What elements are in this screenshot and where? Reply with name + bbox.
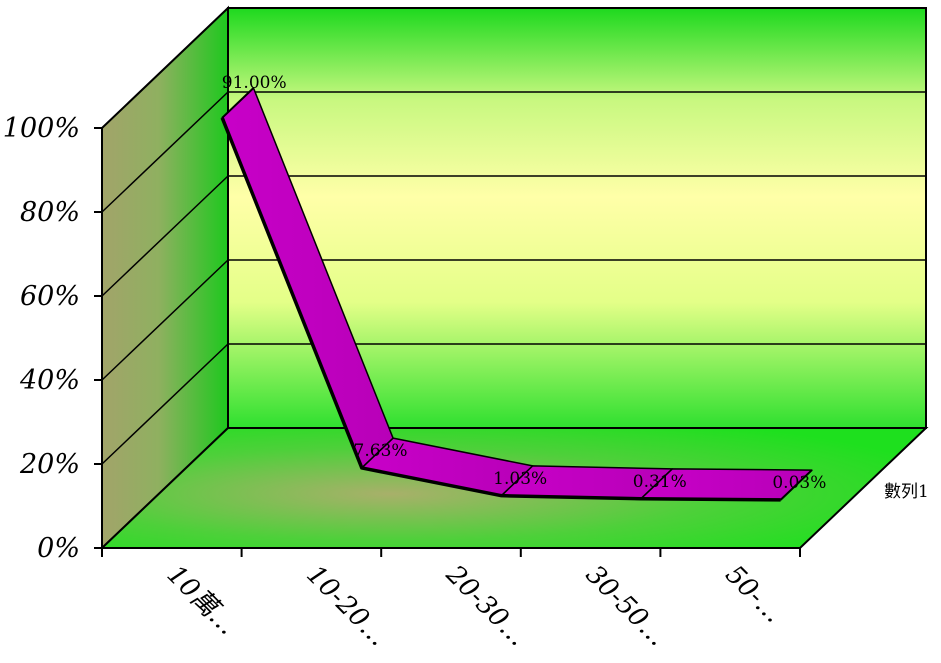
data-label: 91.00% <box>222 73 287 93</box>
series-front-edge <box>220 117 781 502</box>
y-tick-label: 80% <box>20 197 80 228</box>
data-label: 1.03% <box>493 469 547 489</box>
gridline-side <box>101 343 229 465</box>
series-name-label: 數列1 <box>884 482 929 502</box>
y-tick-label: 0% <box>37 533 80 564</box>
data-label: 0.31% <box>633 472 687 492</box>
y-tick-label: 60% <box>20 281 80 312</box>
data-label: 0.03% <box>772 473 826 493</box>
x-tick-label: 10-20… <box>300 560 393 653</box>
gridlines <box>94 7 926 557</box>
x-tick-label: 20-30… <box>439 559 532 652</box>
data-label: 7.63% <box>354 441 408 461</box>
gridline-side <box>101 175 229 297</box>
x-tick-label: 30-50… <box>580 560 673 653</box>
y-tick-label: 40% <box>19 365 80 396</box>
series-ribbon <box>220 87 813 502</box>
x-tick-label: 10萬… <box>161 560 242 641</box>
gridline-side <box>101 91 229 213</box>
gridline-side <box>101 259 229 381</box>
ribbon-cap-end <box>779 469 813 501</box>
ribbon-cap-start <box>221 87 255 119</box>
x-tick-label: 50-… <box>719 560 788 629</box>
gridline-side <box>101 7 229 129</box>
y-tick-label: 20% <box>19 449 80 480</box>
y-tick-label: 100% <box>3 113 80 144</box>
